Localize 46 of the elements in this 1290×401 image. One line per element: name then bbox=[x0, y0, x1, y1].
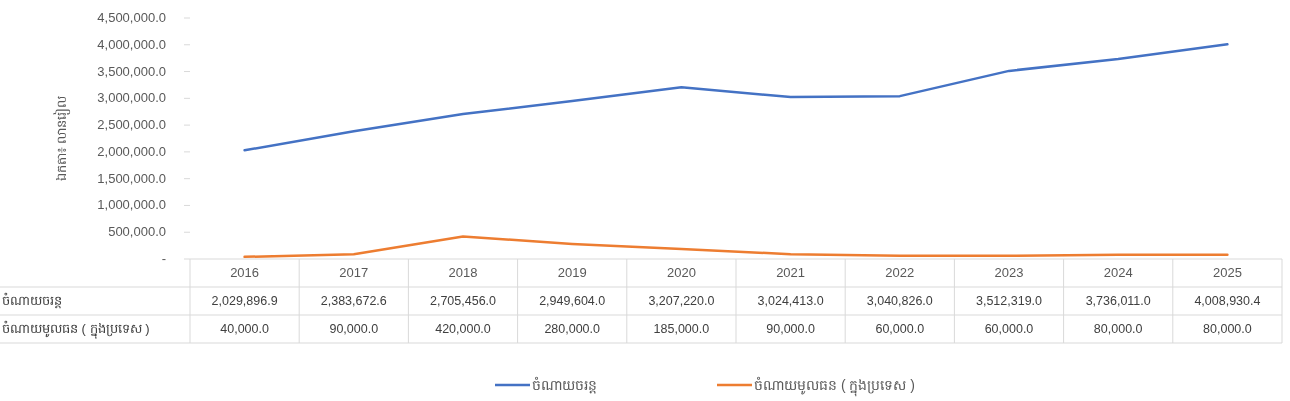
x-tick-label: 2016 bbox=[230, 265, 260, 280]
y-tick-label: 2,000,000.0 bbox=[97, 143, 166, 159]
x-tick-label: 2020 bbox=[666, 265, 696, 280]
data-label: 60,000.0 bbox=[984, 322, 1034, 336]
text: ចំណាយចរន្ត bbox=[2, 293, 62, 308]
x-tick-label: 2022 bbox=[885, 265, 915, 280]
data-label: 280,000.0 bbox=[544, 322, 601, 336]
x-tick-label: 2024 bbox=[1103, 265, 1133, 280]
x-tick-label: 2017 bbox=[339, 265, 369, 280]
data-label: 185,000.0 bbox=[653, 322, 710, 336]
x-tick-label: 2019 bbox=[557, 265, 587, 280]
line-series bbox=[243, 235, 1229, 259]
legend-label: ចំណាយចរន្ត bbox=[532, 376, 597, 394]
data-label: 420,000.0 bbox=[435, 322, 491, 336]
data-label: 3,512,319.0 bbox=[975, 294, 1043, 308]
data-label: 2,705,456.0 bbox=[429, 294, 497, 308]
x-tick-label: 2021 bbox=[776, 265, 806, 280]
y-axis-title: ឯកតា៖ លានរៀល bbox=[53, 95, 71, 182]
x-tick-label: 2023 bbox=[994, 265, 1024, 280]
y-tick-label: 1,000,000.0 bbox=[97, 197, 166, 213]
y-tick-label: 500,000.0 bbox=[108, 224, 166, 240]
data-label: 3,207,220.0 bbox=[648, 294, 715, 308]
y-tick-label: - bbox=[161, 251, 166, 266]
data-label: 2,029,896.9 bbox=[211, 294, 278, 308]
data-label: 80,000.0 bbox=[1093, 322, 1143, 336]
x-tick-label: 2025 bbox=[1212, 265, 1242, 280]
y-tick-label: 3,000,000.0 bbox=[97, 90, 166, 106]
y-tick-label: 2,500,000.0 bbox=[97, 117, 166, 133]
line-series bbox=[243, 43, 1229, 152]
data-label: 40,000.0 bbox=[220, 322, 269, 336]
y-tick-label: 1,500,000.0 bbox=[97, 170, 166, 186]
data-label: 90,000.0 bbox=[329, 322, 379, 336]
data-label: 3,024,413.0 bbox=[757, 294, 824, 308]
y-tick-label: 4,500,000.0 bbox=[97, 10, 166, 25]
data-label: 60,000.0 bbox=[875, 322, 925, 336]
data-label: 4,008,930.4 bbox=[1194, 294, 1261, 308]
x-tick-label: 2018 bbox=[448, 265, 478, 280]
data-label: 2,949,604.0 bbox=[539, 294, 606, 308]
data-label: 80,000.0 bbox=[1203, 322, 1252, 336]
data-label: 3,736,011.0 bbox=[1085, 294, 1151, 308]
y-tick-label: 4,000,000.0 bbox=[97, 36, 166, 52]
data-label: 2,383,672.6 bbox=[320, 294, 387, 308]
legend-label: ចំណាយមូលធន ( ក្នុងប្រទេស ) bbox=[754, 376, 915, 397]
y-tick-label: 3,500,000.0 bbox=[97, 63, 166, 79]
data-label: 90,000.0 bbox=[766, 322, 815, 336]
data-label: 3,040,826.0 bbox=[866, 294, 933, 308]
